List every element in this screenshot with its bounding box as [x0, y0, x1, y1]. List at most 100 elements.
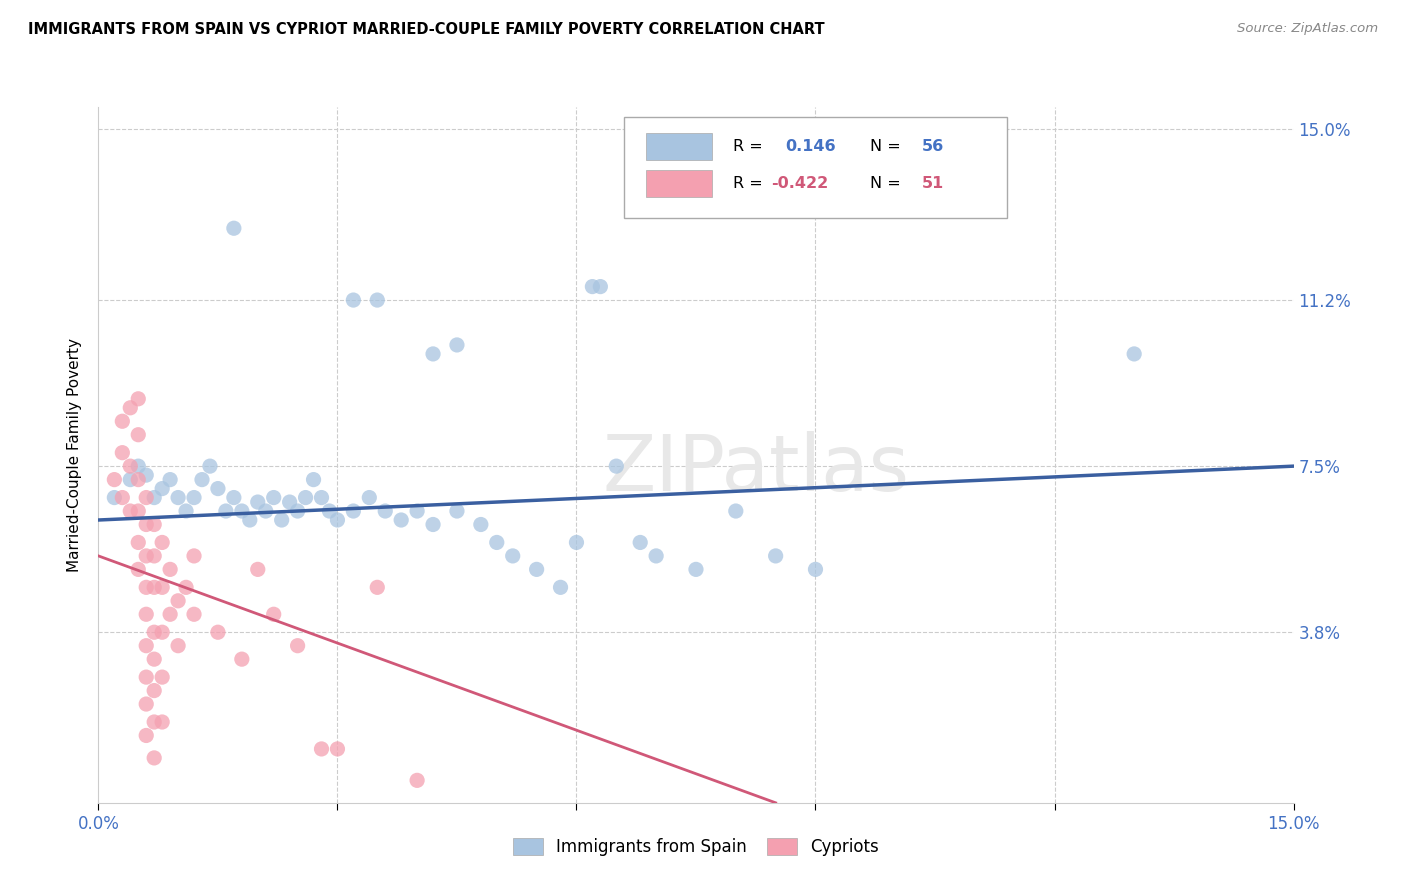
- Point: [150, 625, 173, 640]
- Point: [287, 639, 309, 653]
- Point: [143, 580, 166, 594]
- Point: [326, 742, 349, 756]
- Point: [565, 535, 588, 549]
- Point: [159, 562, 181, 576]
- Point: [254, 504, 277, 518]
- Point: [359, 491, 381, 505]
- Point: [111, 491, 134, 505]
- Text: 56: 56: [922, 139, 943, 154]
- Point: [422, 347, 444, 361]
- Point: [120, 459, 142, 474]
- Point: [526, 562, 548, 576]
- Point: [422, 517, 444, 532]
- Point: [143, 491, 166, 505]
- Point: [222, 221, 245, 235]
- Point: [645, 549, 668, 563]
- Point: [150, 535, 173, 549]
- Point: [143, 517, 166, 532]
- Point: [127, 562, 149, 576]
- Point: [120, 401, 142, 415]
- Point: [406, 773, 429, 788]
- Point: [150, 670, 173, 684]
- Point: [278, 495, 301, 509]
- Point: [198, 459, 221, 474]
- Point: [581, 279, 603, 293]
- Point: [231, 652, 253, 666]
- Point: [326, 513, 349, 527]
- Point: [302, 473, 325, 487]
- Point: [135, 670, 157, 684]
- Point: [389, 513, 412, 527]
- Point: [804, 562, 827, 576]
- Point: [135, 491, 157, 505]
- Point: [311, 491, 333, 505]
- Point: [167, 491, 190, 505]
- Point: [628, 535, 651, 549]
- Point: [183, 491, 205, 505]
- Y-axis label: Married-Couple Family Poverty: Married-Couple Family Poverty: [67, 338, 83, 572]
- Point: [150, 580, 173, 594]
- Text: N =: N =: [870, 139, 907, 154]
- Point: [135, 607, 157, 622]
- Point: [159, 607, 181, 622]
- Point: [143, 652, 166, 666]
- Point: [159, 473, 181, 487]
- Point: [724, 504, 747, 518]
- Point: [287, 504, 309, 518]
- Point: [120, 504, 142, 518]
- Point: [318, 504, 340, 518]
- FancyBboxPatch shape: [624, 118, 1007, 219]
- Point: [103, 491, 125, 505]
- Point: [183, 549, 205, 563]
- Point: [111, 414, 134, 428]
- Point: [502, 549, 524, 563]
- Point: [127, 504, 149, 518]
- Point: [311, 742, 333, 756]
- Point: [150, 482, 173, 496]
- Point: [135, 549, 157, 563]
- Point: [374, 504, 396, 518]
- Point: [191, 473, 214, 487]
- FancyBboxPatch shape: [645, 170, 711, 197]
- Text: -0.422: -0.422: [772, 176, 828, 191]
- Text: Source: ZipAtlas.com: Source: ZipAtlas.com: [1237, 22, 1378, 36]
- Point: [366, 293, 388, 307]
- Point: [239, 513, 262, 527]
- Point: [446, 338, 468, 352]
- Point: [143, 625, 166, 640]
- Point: [120, 473, 142, 487]
- Point: [485, 535, 508, 549]
- Point: [183, 607, 205, 622]
- Point: [127, 392, 149, 406]
- Point: [222, 491, 245, 505]
- Point: [246, 562, 269, 576]
- Point: [127, 459, 149, 474]
- Point: [765, 549, 787, 563]
- Point: [135, 468, 157, 483]
- Point: [366, 580, 388, 594]
- Point: [270, 513, 292, 527]
- Point: [150, 714, 173, 729]
- Point: [167, 594, 190, 608]
- Point: [174, 580, 197, 594]
- Point: [143, 751, 166, 765]
- Point: [103, 473, 125, 487]
- Point: [135, 580, 157, 594]
- Point: [215, 504, 238, 518]
- Point: [685, 562, 707, 576]
- Point: [207, 625, 229, 640]
- Text: N =: N =: [870, 176, 907, 191]
- Text: ZIPatlas: ZIPatlas: [602, 431, 910, 507]
- Point: [127, 535, 149, 549]
- Point: [294, 491, 316, 505]
- FancyBboxPatch shape: [645, 134, 711, 160]
- Point: [135, 639, 157, 653]
- Point: [342, 293, 364, 307]
- Text: R =: R =: [733, 176, 768, 191]
- Point: [406, 504, 429, 518]
- Point: [135, 729, 157, 743]
- Point: [207, 482, 229, 496]
- Point: [470, 517, 492, 532]
- Point: [167, 639, 190, 653]
- Text: R =: R =: [733, 139, 768, 154]
